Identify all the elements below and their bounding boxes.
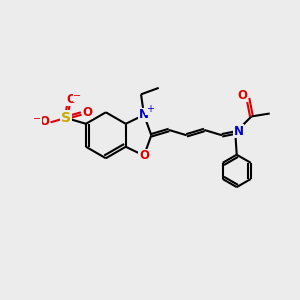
- Text: −: −: [73, 91, 81, 101]
- Text: O: O: [139, 149, 149, 162]
- Text: O: O: [238, 89, 248, 102]
- Text: +: +: [146, 104, 154, 114]
- Text: N: N: [234, 125, 244, 138]
- Text: N: N: [139, 109, 149, 122]
- Text: S: S: [61, 111, 71, 125]
- Text: O: O: [39, 115, 49, 128]
- Text: O: O: [66, 93, 76, 106]
- Text: O: O: [83, 106, 93, 118]
- Text: −: −: [33, 114, 41, 124]
